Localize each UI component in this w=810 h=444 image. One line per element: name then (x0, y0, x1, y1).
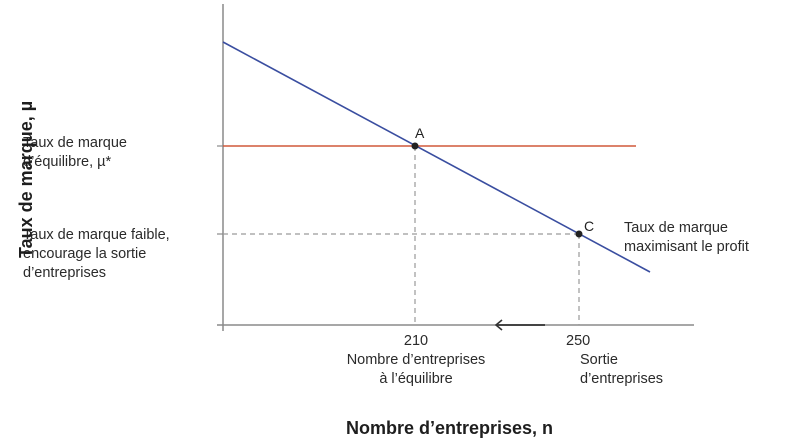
y-label-equilibrium: Taux de marque d’équilibre, µ* (23, 135, 127, 170)
y-axis-title: Taux de marque, µ (16, 100, 36, 258)
profit-max-curve-label: Taux de marque maximisant le profit (624, 220, 749, 255)
exit-arrow-head-icon (494, 319, 503, 331)
point-C-label: C (584, 218, 595, 234)
x-axis-title: Nombre d’entreprises, n (346, 418, 554, 438)
point-A-label: A (415, 125, 425, 141)
x-tick-250: 250 Sortie d’entreprises (566, 333, 664, 387)
point-C (575, 230, 583, 238)
y-label-low: Taux de marque faible, encourage la sort… (23, 227, 170, 281)
profit-max-markup-line (222, 41, 651, 273)
x-tick-210: 210 Nombre d’entreprises à l’équilibre (346, 333, 486, 387)
point-A (411, 142, 419, 150)
